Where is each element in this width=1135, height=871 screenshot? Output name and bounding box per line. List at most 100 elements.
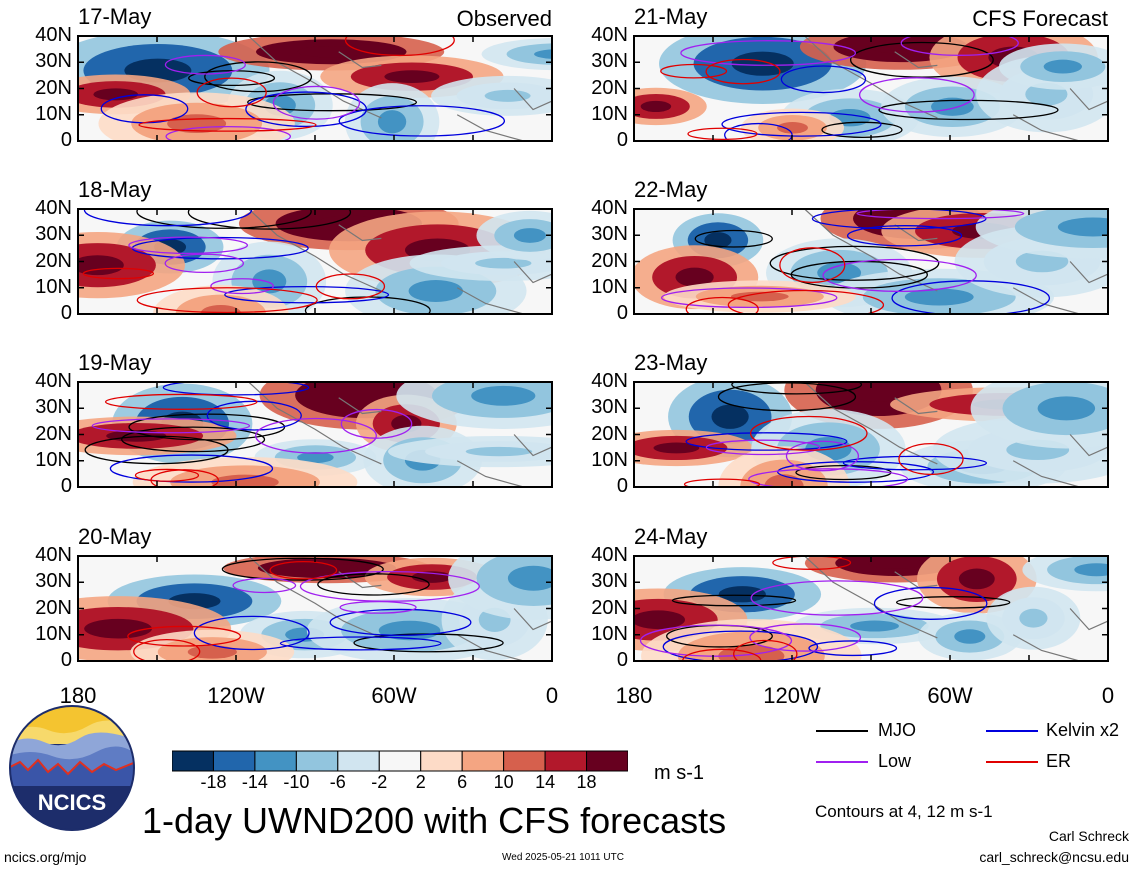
lat-label: 20N [591,249,628,272]
lon-label-120w-left: 120W [207,683,265,708]
lat-label: 40N [591,370,628,392]
colorbar-swatch [503,750,546,772]
footer-email: carl_schreck@ncsu.edu [979,849,1129,865]
lat-label: 30N [591,50,628,73]
colorbar-swatch [586,750,628,772]
legend-label-mjo: MJO [878,720,916,740]
lat-label: 20N [35,249,72,272]
lat-label: 0 [60,649,72,671]
lat-label: 10N [591,448,628,471]
colorbar-swatch [378,750,422,772]
legend-label-kelvin: Kelvin x2 [1046,720,1120,740]
colorbar-tick-label: 18 [576,772,597,792]
lon-label-60w-left: 60W [371,683,417,708]
footer-url: ncics.org/mjo [4,849,87,865]
map-panel-19-may [77,381,553,488]
lat-label: 10N [35,622,72,645]
legend-line-mjo [816,730,868,732]
observed-label: Observed [456,6,552,31]
lat-label: 30N [591,396,628,419]
lat-label: 0 [60,475,72,497]
colorbar-tick-label: -10 [283,772,310,792]
panel-date-20-may: 20-May [78,524,152,549]
contour-legend: MJO Kelvin x2 Low ER [816,720,1126,782]
panel-date-21-may: 21-May [634,4,708,29]
panel-date-19-may: 19-May [78,350,152,375]
lat-label: 30N [35,50,72,73]
lat-label: 30N [35,396,72,419]
lat-label: 40N [35,24,72,46]
lat-label: 0 [616,475,628,497]
chart-title: 1-day UWND200 with CFS forecasts [142,800,727,841]
lon-label-60w-right: 60W [927,683,973,708]
colorbar-swatch [172,750,214,772]
lat-label: 40N [35,544,72,566]
map-panel-17-may [77,35,553,142]
lat-label: 0 [616,129,628,151]
colorbar-swatch [254,750,297,772]
panel-date-22-may: 22-May [634,177,708,202]
legend-line-kelvin [986,730,1038,732]
colorbar-swatch [337,750,380,772]
colorbar-tick-label: 10 [493,772,514,792]
lat-label: 30N [591,223,628,246]
footer-timestamp: Wed 2025-05-21 1011 UTC [502,852,624,863]
lat-label: 40N [35,370,72,392]
contour-note: Contours at 4, 12 m s-1 [815,802,993,821]
lat-label: 20N [35,76,72,99]
colorbar-tick-label: 14 [535,772,556,792]
lat-label: 10N [35,102,72,125]
lat-label: 30N [591,570,628,593]
panel-date-18-may: 18-May [78,177,152,202]
legend-line-low [816,761,868,763]
map-panel-18-may [77,208,553,315]
colorbar-tick-label: -14 [241,772,268,792]
lat-label: 30N [35,570,72,593]
lon-label-180-right: 180 [615,683,653,708]
colorbar-swatch [461,750,505,772]
lat-label: 0 [616,649,628,671]
map-panel-22-may [633,208,1109,315]
colorbar-swatch [295,750,339,772]
lat-label: 20N [35,596,72,619]
legend-label-er: ER [1046,751,1072,771]
legend-label-low: Low [878,751,912,771]
colorbar-tick-label: -6 [329,772,346,792]
lat-label: 10N [591,622,628,645]
lat-label: 40N [591,24,628,46]
lat-label: 20N [591,596,628,619]
lat-label: 40N [591,544,628,566]
lat-label: 10N [35,448,72,471]
map-panel-23-may [633,381,1109,488]
lat-label: 20N [35,422,72,445]
colorbar-swatch [420,750,463,772]
lat-label: 0 [60,302,72,324]
map-panel-21-may [633,35,1109,142]
lat-label: 0 [616,302,628,324]
legend-line-er [986,761,1038,763]
map-panel-20-may [77,555,553,662]
lat-label: 40N [35,197,72,219]
colorbar-tick-label: -18 [200,772,227,792]
logo-text: NCICS [38,790,106,815]
lon-label-0-left: 0 [545,683,559,708]
colorbar-units: m s-1 [654,762,704,784]
colorbar-tick-label: 6 [457,772,468,792]
ncics-logo: NCICS [9,705,135,831]
lat-label: 30N [35,223,72,246]
forecast-label: CFS Forecast [972,6,1108,31]
map-panel-24-may [633,555,1109,662]
panel-date-17-may: 17-May [78,4,152,29]
panel-date-23-may: 23-May [634,350,708,375]
footer-author: Carl Schreck [1048,828,1129,844]
colorbar-tick-label: 2 [415,772,426,792]
lat-label: 40N [591,197,628,219]
colorbar [172,750,628,772]
lat-label: 10N [35,275,72,298]
lat-label: 0 [60,129,72,151]
lon-label-0-right: 0 [1101,683,1115,708]
panel-date-24-may: 24-May [634,524,708,549]
colorbar-swatch [212,750,256,772]
colorbar-tick-label: -2 [371,772,388,792]
colorbar-swatch [544,750,588,772]
